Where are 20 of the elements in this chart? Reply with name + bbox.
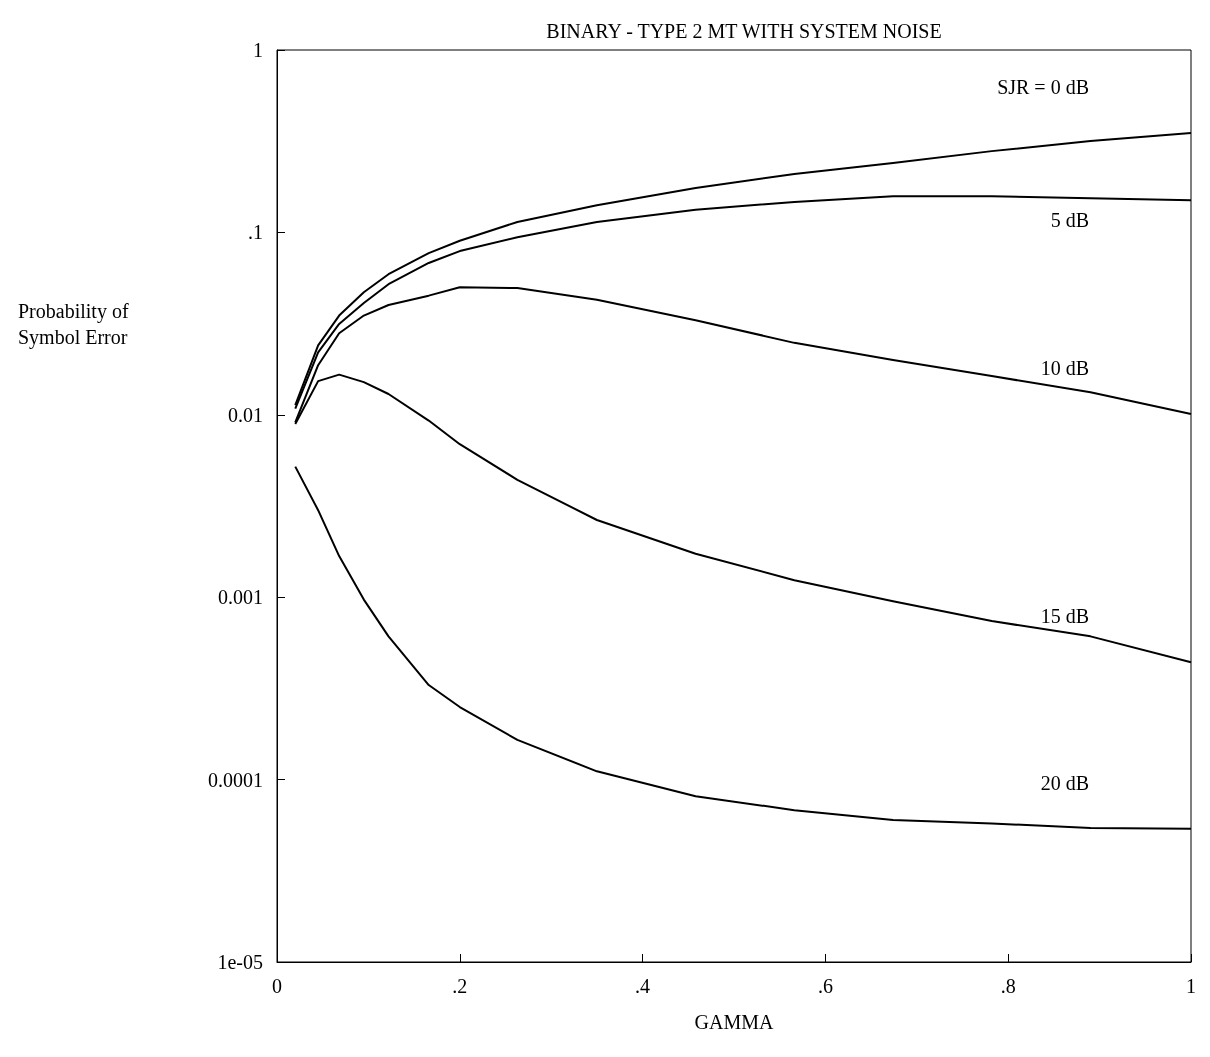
y-tick-label: 0.0001 xyxy=(208,768,263,791)
x-tick-label: .2 xyxy=(452,975,468,997)
chart-title: BINARY - TYPE 2 MT WITH SYSTEM NOISE xyxy=(546,20,942,42)
y-tick-label: 0.001 xyxy=(218,586,263,609)
series-label: 15 dB xyxy=(1040,605,1089,628)
series-label: 20 dB xyxy=(1040,771,1089,794)
text: SJR = 0 dB xyxy=(997,75,1089,98)
y-axis-title: Probability of Symbol Error xyxy=(18,300,134,349)
x-tick-label: .4 xyxy=(635,975,651,997)
series-label: 5 dB xyxy=(1050,209,1089,232)
x-tick-label: .6 xyxy=(817,975,833,997)
x-tick-label: 1 xyxy=(1186,975,1196,997)
y-tick-label: 1 xyxy=(253,39,263,61)
x-axis-title: GAMMA xyxy=(694,1011,774,1033)
x-tick-label: 0 xyxy=(272,975,282,997)
series-label: 10 dB xyxy=(1040,357,1089,380)
y-tick-label: 1e-05 xyxy=(217,951,263,973)
x-tick-label: .8 xyxy=(1000,975,1016,997)
y-tick-label: 0.01 xyxy=(228,403,263,426)
y-tick-label: .1 xyxy=(248,221,263,244)
